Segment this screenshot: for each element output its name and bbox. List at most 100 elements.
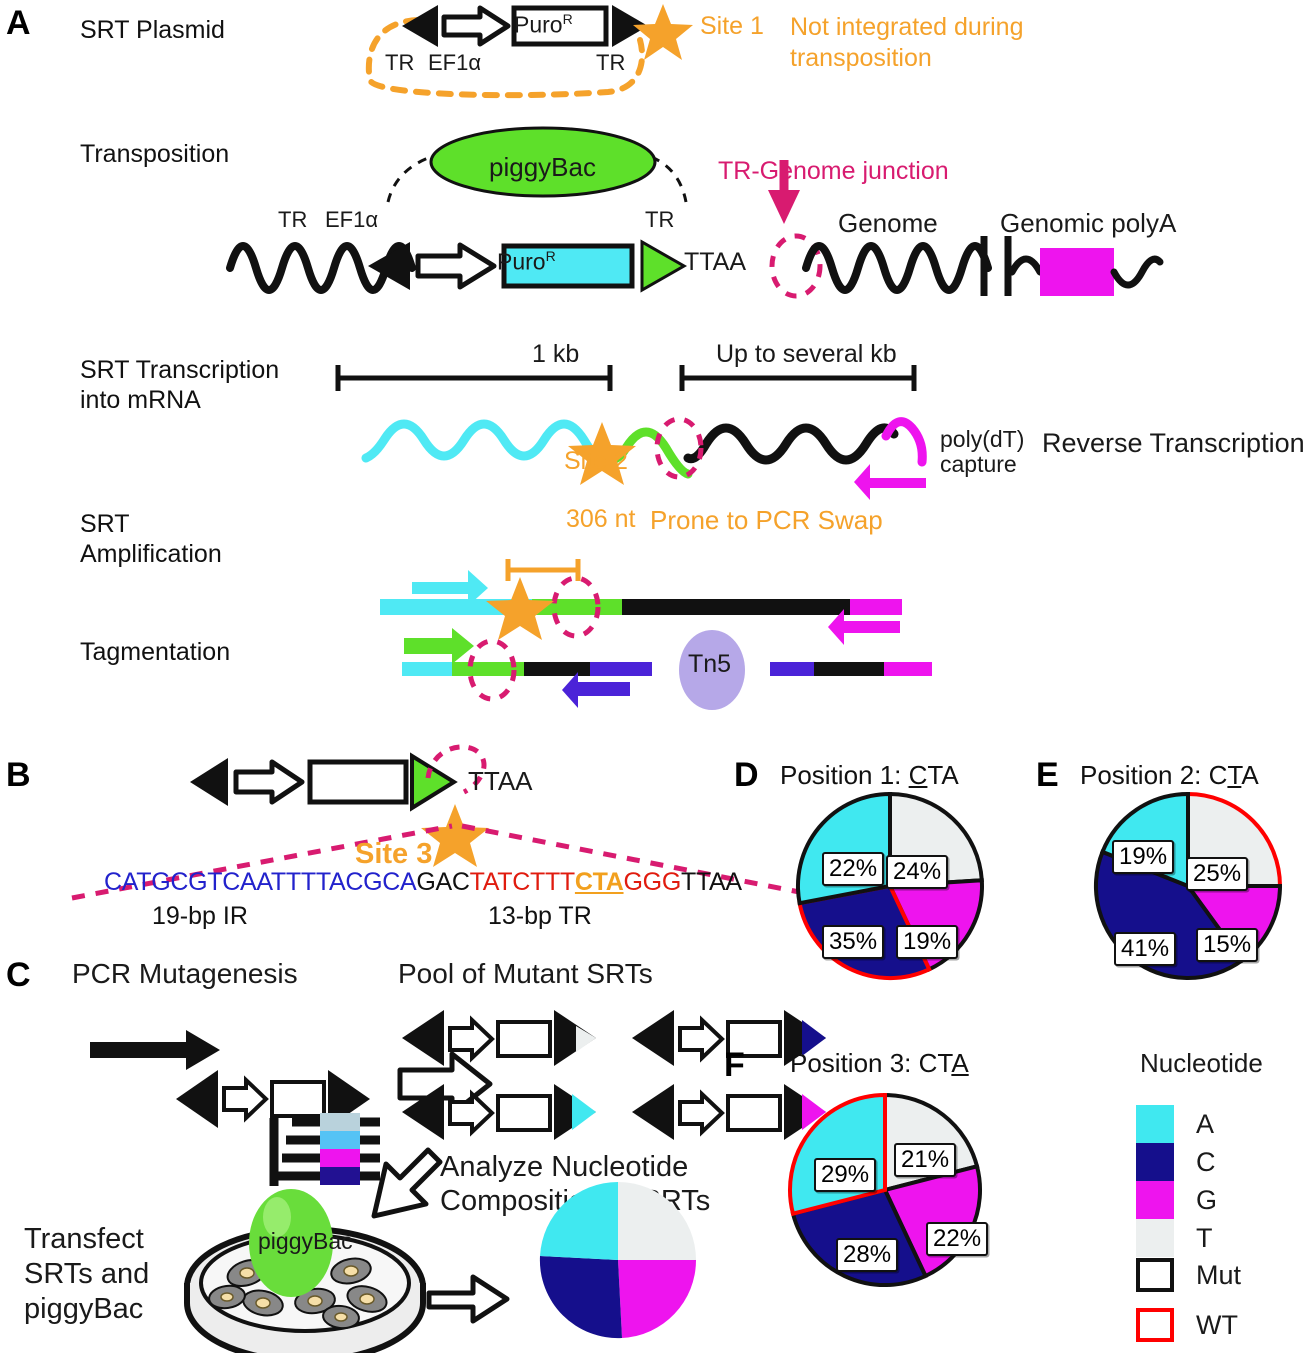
puro-gene-label: PuroR bbox=[514, 11, 573, 38]
site1-label: Site 1 bbox=[700, 12, 764, 40]
ttaa-label: TTAA bbox=[684, 248, 747, 276]
panel-letter-c: C bbox=[6, 956, 31, 994]
piggybac-dish-label: piggyBac bbox=[258, 1228, 353, 1254]
sequence-tail: TTAA bbox=[680, 868, 742, 896]
panel-letter-d: D bbox=[734, 756, 759, 794]
genome-wave-right bbox=[802, 242, 992, 294]
puro-gene-box-2 bbox=[501, 243, 635, 289]
legend-outline-swatches: Mut WT bbox=[1136, 1258, 1241, 1342]
junction-circle-2 bbox=[654, 416, 704, 480]
span-label-306nt: 306 nt bbox=[566, 505, 636, 533]
rev-primer-arrow-magenta bbox=[828, 609, 900, 645]
junction-circle-3 bbox=[551, 575, 601, 639]
site2-label: Site 2 bbox=[564, 447, 628, 475]
piggybac-highlight bbox=[263, 1197, 291, 1237]
legend-swatch-c bbox=[1136, 1143, 1174, 1181]
callout-line-right bbox=[461, 823, 831, 901]
legend-swatch-g bbox=[1136, 1181, 1174, 1219]
sequence-ir: CATGCGTCAATTTTACGCA bbox=[104, 868, 417, 896]
junction-circle bbox=[769, 233, 823, 299]
plasmid-backbone-dashed bbox=[365, 17, 646, 99]
polydt-primer-arrow bbox=[854, 464, 926, 500]
mutant-srt-4 bbox=[632, 1084, 826, 1140]
tagmentation-primer-arrow-purple bbox=[562, 672, 630, 708]
legend-row-a: A bbox=[1136, 1105, 1217, 1143]
panelc-gene-box bbox=[270, 1080, 326, 1118]
pie-d-slice-g bbox=[886, 878, 984, 972]
legend-label-c: C bbox=[1196, 1146, 1216, 1177]
pcr-mutagenesis-label: PCR Mutagenesis bbox=[72, 958, 298, 989]
pie-title-f: Position 3: CTA bbox=[790, 1048, 969, 1078]
callout-line-left bbox=[71, 823, 453, 901]
sequence-tr-mutated-cta: CTA bbox=[574, 868, 624, 896]
row-label-transposition: Transposition bbox=[80, 140, 230, 168]
pie-e-label-c: 41% bbox=[1114, 932, 1177, 966]
legend-label-a: A bbox=[1196, 1108, 1215, 1139]
tr-right-triangle bbox=[612, 5, 648, 47]
row-label-srt-transcription: SRT Transcription into mRNA bbox=[80, 356, 280, 414]
pie-f-label-g: 22% bbox=[926, 1222, 989, 1256]
tag-segment-cyan bbox=[402, 662, 452, 676]
tr-left-triangle bbox=[402, 5, 438, 47]
tr-left-label: TR bbox=[385, 50, 415, 75]
mrna-wave-black bbox=[683, 423, 899, 465]
pie-e-label-t: 25% bbox=[1186, 857, 1249, 891]
panelb-gene-box bbox=[307, 759, 409, 805]
panel-c-arrow-to-pie bbox=[426, 1274, 510, 1324]
panel-c-arrow-downleft bbox=[371, 1147, 443, 1219]
panel-letter-e: E bbox=[1036, 756, 1059, 794]
tagmentation-diagram bbox=[402, 628, 932, 710]
panelb-tr-left-triangle bbox=[190, 758, 228, 806]
tr-length-label: 13-bp TR bbox=[488, 902, 592, 930]
transfect-label: Transfect SRTs and piggyBac bbox=[24, 1223, 150, 1325]
pie-f-label-c: 28% bbox=[836, 1238, 899, 1272]
site3-star-icon bbox=[421, 804, 489, 867]
panelb-tr-right-triangle-green bbox=[410, 752, 458, 812]
inset-pie-slice-t bbox=[618, 1182, 696, 1260]
pie-d-label-c: 35% bbox=[822, 925, 885, 959]
genome-label: Genome bbox=[838, 208, 938, 238]
scale-label-several-kb: Up to several kb bbox=[716, 340, 897, 368]
panelb-ttaa-label: TTAA bbox=[468, 766, 533, 796]
pie-d-label-a: 22% bbox=[822, 852, 885, 886]
transposition-diagram bbox=[226, 126, 1164, 299]
row-label-tagmentation: Tagmentation bbox=[80, 638, 231, 666]
amplicon-segment-black bbox=[622, 599, 850, 615]
mutant-srt-1 bbox=[402, 1010, 596, 1066]
culture-dish-diagram bbox=[184, 1189, 510, 1353]
pie-d-label-g: 19% bbox=[896, 925, 959, 959]
tag-segment-purple bbox=[590, 662, 652, 676]
polya-box bbox=[1040, 248, 1114, 296]
pcr-swap-warning: Prone to PCR Swap bbox=[650, 505, 883, 535]
inset-pie-slice-a bbox=[540, 1181, 618, 1260]
tr-right-label-2: TR bbox=[645, 207, 675, 232]
pie-d-label-t: 24% bbox=[886, 855, 949, 889]
row-label-srt-amplification: SRT Amplification bbox=[80, 510, 222, 568]
inset-pie-slice-g bbox=[618, 1260, 697, 1338]
puro-gene-label-2: PuroR bbox=[497, 248, 556, 275]
tn5-ellipse bbox=[679, 630, 745, 710]
legend-swatch-a bbox=[1136, 1105, 1174, 1143]
amplicon-segment-magenta bbox=[850, 599, 902, 615]
sequence-tr-post: GGG bbox=[623, 868, 682, 896]
panelb-junction-loop bbox=[425, 744, 487, 795]
srt-plasmid-diagram bbox=[365, 5, 648, 99]
mrna-wave-magenta bbox=[881, 417, 927, 467]
junction-arrow-head bbox=[768, 190, 800, 224]
panelc-tr-left-triangle bbox=[176, 1070, 218, 1128]
ef1a-label: EF1α bbox=[428, 50, 482, 75]
site2-star-icon bbox=[568, 422, 636, 485]
genomic-polya-label: Genomic polyA bbox=[1000, 208, 1177, 238]
ef1a-promoter-arrow bbox=[441, 5, 511, 47]
mutant-library-stack bbox=[269, 1113, 380, 1186]
junction-circle-4 bbox=[467, 638, 517, 702]
tr-right-label: TR bbox=[596, 50, 626, 75]
panel-c-inset-pie bbox=[539, 1181, 697, 1339]
piggybac-ellipse bbox=[429, 126, 657, 198]
legend-label-t: T bbox=[1196, 1222, 1213, 1253]
legend-label-g: G bbox=[1196, 1184, 1218, 1215]
legend-row-c: C bbox=[1136, 1143, 1217, 1181]
pie-f-label-a: 29% bbox=[814, 1158, 877, 1192]
ir-length-label: 19-bp IR bbox=[152, 902, 248, 930]
legend-swatch-mut bbox=[1136, 1258, 1174, 1292]
